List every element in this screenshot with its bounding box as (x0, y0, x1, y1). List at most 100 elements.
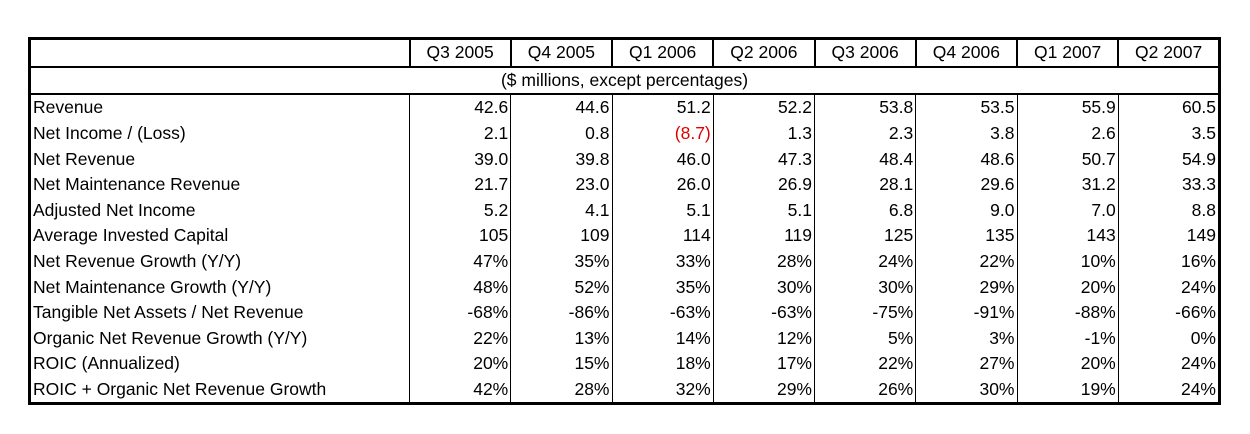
units-row: ($ millions, except percentages) (29, 66, 1220, 96)
table-row: Net Revenue Growth (Y/Y) 47% 35% 33% 28% 24% 2… (29, 248, 1220, 275)
table-cell: 39.0 (409, 146, 512, 172)
table-cell: 3% (915, 325, 1018, 352)
table-cell: 47% (409, 248, 512, 275)
column-header: Q3 2005 (409, 38, 512, 68)
table-cell: 3.5 (1191, 123, 1216, 144)
table-cell: 52% (510, 274, 613, 300)
table-cell: 29% (915, 274, 1018, 300)
table-cell: 53.5 (915, 94, 1018, 121)
table-cell: 44.6 (510, 94, 613, 121)
table-cell: 16% (1180, 251, 1216, 272)
table-cell: -63% (612, 299, 714, 326)
table-cell: 114 (612, 223, 714, 249)
table-cell: 26.9 (713, 171, 816, 198)
column-header: Q1 2007 (1017, 38, 1120, 68)
table-cell: 33.3 (1181, 174, 1216, 195)
table-cell: 2.1 (409, 120, 512, 147)
table-cell: 4.1 (510, 197, 613, 224)
table-cell: -91% (915, 299, 1018, 326)
table-cell: 50.7 (1017, 146, 1119, 172)
row-label: Average Invested Capital (29, 223, 410, 249)
table-row: Revenue 42.6 44.6 51.2 52.2 53.8 53.5 55.9 60.5 (29, 94, 1220, 121)
table-cell: -86% (510, 299, 613, 326)
table-cell: -1% (1017, 325, 1119, 352)
table-cell: 30% (713, 274, 816, 300)
table-cell: 52.2 (713, 94, 816, 121)
column-header: Q4 2006 (915, 38, 1019, 68)
table-row: ROIC (Annualized) 20% 15% 18% 17% 22% 27% 20% 24… (29, 351, 1220, 377)
table-cell: (8.7) (612, 120, 714, 147)
table-cell: 48% (409, 274, 512, 300)
table-cell: 0.8 (510, 120, 613, 147)
table-cell: 105 (409, 223, 512, 249)
units-note: ($ millions, except percentages) (29, 66, 1220, 96)
table-cell: 8.8 (1191, 199, 1216, 220)
table-cell: -88% (1017, 299, 1119, 326)
table-row: ROIC + Organic Net Revenue Growth 42% 28% 3… (29, 376, 1220, 404)
row-label: Net Revenue Growth (Y/Y) (29, 248, 410, 275)
row-label: Revenue (29, 94, 410, 121)
table-cell: 35% (612, 274, 714, 300)
table-cell: 60.5 (1181, 97, 1216, 118)
table-cell: 26.0 (612, 171, 714, 198)
table-cell: 42% (409, 376, 512, 404)
row-label: Organic Net Revenue Growth (Y/Y) (29, 325, 410, 352)
table-cell: 35% (510, 248, 613, 275)
table-cell: 48.4 (814, 146, 917, 172)
table-row: Adjusted Net Income 5.2 4.1 5.1 5.1 6.8 9.0 7.0… (29, 197, 1220, 224)
table-cell: 3.8 (915, 120, 1018, 147)
table-cell: 20% (1017, 351, 1119, 377)
table-cell: 20% (409, 351, 512, 377)
table-row: Net Revenue 39.0 39.8 46.0 47.3 48.4 48.6 50.7 5… (29, 146, 1220, 172)
table-cell: 54.9 (1181, 148, 1216, 169)
table-cell: 29% (713, 376, 816, 404)
table-cell: 143 (1017, 223, 1119, 249)
table-cell: 119 (713, 223, 816, 249)
table-cell: 109 (510, 223, 613, 249)
table-cell: 14% (612, 325, 714, 352)
table-cell: 32% (612, 376, 714, 404)
row-label: ROIC + Organic Net Revenue Growth (29, 376, 410, 404)
table-cell: 55.9 (1017, 94, 1119, 121)
table-cell: 15% (510, 351, 613, 377)
table-cell: 31.2 (1017, 171, 1119, 198)
table-cell: 5% (814, 325, 917, 352)
table-cell: 24% (1180, 276, 1216, 297)
table-cell: 28% (510, 376, 613, 404)
table-cell: 1.3 (713, 120, 816, 147)
financial-table: Q3 2005 Q4 2005 Q1 2006 Q2 2006 Q3 2006 … (28, 37, 1221, 406)
table-cell: 42.6 (409, 94, 512, 121)
table-cell: 29.6 (915, 171, 1018, 198)
table-row: Net Maintenance Revenue 21.7 23.0 26.0 26.9 2… (29, 171, 1220, 198)
table-cell: 12% (713, 325, 816, 352)
table-cell: 28.1 (814, 171, 917, 198)
row-label: Net Income / (Loss) (29, 120, 410, 147)
table-cell: 135 (915, 223, 1018, 249)
table-cell: 27% (915, 351, 1018, 377)
row-label: Net Revenue (29, 146, 410, 172)
table-cell: 24% (1180, 353, 1216, 374)
table-cell: 51.2 (612, 94, 714, 121)
table-cell: 18% (612, 351, 714, 377)
table-cell: 30% (915, 376, 1018, 404)
row-label: Adjusted Net Income (29, 197, 410, 224)
row-label: Net Maintenance Revenue (29, 171, 410, 198)
table-cell: 33% (612, 248, 714, 275)
table-cell: 125 (814, 223, 917, 249)
table-cell: -68% (409, 299, 512, 326)
table-cell: 24% (814, 248, 917, 275)
header-row: Q3 2005 Q4 2005 Q1 2006 Q2 2006 Q3 2006 … (29, 38, 1220, 68)
table-row: Net Income / (Loss) 2.1 0.8 (8.7) 1.3 2.3 3.8 2… (29, 120, 1220, 147)
table-cell: 149 (1186, 225, 1216, 246)
row-label: ROIC (Annualized) (29, 351, 410, 377)
table-cell: 22% (915, 248, 1018, 275)
table-cell: 47.3 (713, 146, 816, 172)
table-cell: 22% (409, 325, 512, 352)
table-cell: 9.0 (915, 197, 1018, 224)
table-cell: 5.1 (612, 197, 714, 224)
table-cell: -63% (713, 299, 816, 326)
table-cell: 19% (1017, 376, 1119, 404)
table-cell: 20% (1017, 274, 1119, 300)
column-header: Q2 2007 (1118, 38, 1220, 68)
table-cell: 7.0 (1017, 197, 1119, 224)
